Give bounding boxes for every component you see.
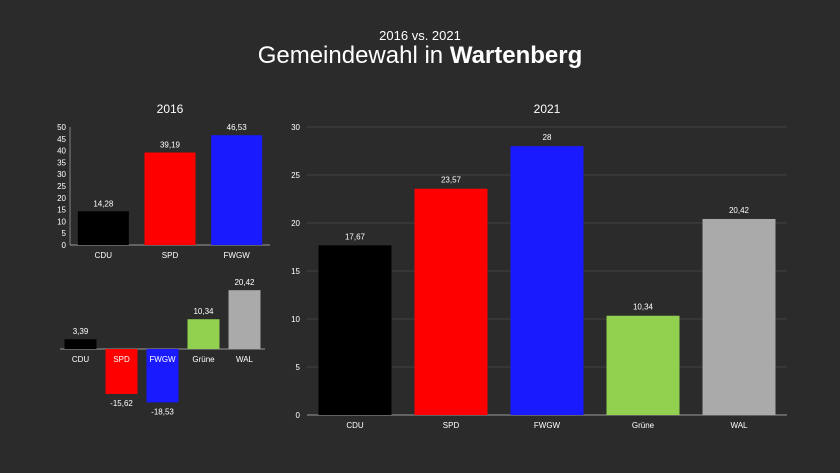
chart1-category-label: CDU [95,251,113,260]
chart3-data-label: 20,42 [729,206,750,215]
chart1-bar-fwgw [211,135,263,245]
chart1-category-label: FWGW [224,251,251,260]
title-prefix: Gemeindewahl in [257,42,450,69]
chart2-data-label: 10,34 [193,307,214,316]
chart2-category-label: FWGW [149,355,176,364]
chart3-data-label: 10,34 [633,303,654,312]
chart3-y-tick-label: 30 [291,123,300,132]
chart2-category-label: WAL [236,355,254,364]
chart3-bar-spd [414,188,488,415]
chart3-bar-cdu [318,245,392,415]
chart1-y-tick-label: 35 [57,158,66,167]
chart2-category-label: Grüne [192,355,215,364]
chart3-title: 2021 [534,102,561,116]
chart3-y-tick-label: 5 [296,363,301,372]
chart3-data-label: 28 [543,133,552,142]
chart1-y-tick-label: 30 [57,170,66,179]
chart2-category-label: CDU [72,355,90,364]
chart3-y-tick-label: 0 [296,411,301,420]
chart1-y-tick-label: 20 [57,194,66,203]
chart3-y-tick-label: 25 [291,171,300,180]
chart3-bar-fwgw [510,146,584,415]
chart2-bar-wal [228,290,261,349]
chart2-bar-fwgw [146,349,179,403]
chart1-y-tick-label: 5 [62,229,67,238]
chart1-y-tick-label: 45 [57,135,66,144]
chart1-data-label: 39,19 [160,141,181,150]
chart3-y-tick-label: 20 [291,219,300,228]
chart1-category-label: SPD [162,251,179,260]
chart1-data-label: 46,53 [227,123,248,132]
page-title: Gemeindewahl in Wartenberg [0,42,840,70]
chart3-category-label: Grüne [632,421,655,430]
chart3-bar-wal [702,218,776,415]
chart1-y-tick-label: 0 [62,241,67,250]
chart1-bar-cdu [77,211,129,245]
chart2-category-label: SPD [113,355,130,364]
chart1-data-label: 14,28 [93,199,114,208]
chart1-title: 2016 [157,102,184,116]
chart1-bar-spd [144,152,196,245]
chart2-data-label: -18,53 [151,407,174,416]
chart2-bar-cdu [64,339,97,349]
chart3-data-label: 17,67 [345,232,366,241]
chart3-y-tick-label: 10 [291,315,300,324]
chart2-bar-grüne [187,319,220,349]
chart2-data-label: 20,42 [234,278,255,287]
title-bold: Wartenberg [449,42,583,69]
chart2-bar-spd [105,349,138,394]
chart3-bar-grüne [606,315,680,415]
chart1-y-tick-label: 40 [57,147,66,156]
chart3-y-tick-label: 15 [291,267,300,276]
chart1-y-tick-label: 15 [57,206,66,215]
chart3-category-label: WAL [730,421,748,430]
chart3-category-label: SPD [443,421,460,430]
page-subtitle: 2016 vs. 2021 [379,28,461,43]
chart3-category-label: FWGW [534,421,561,430]
chart3-category-label: CDU [346,421,364,430]
chart1-y-tick-label: 50 [57,123,66,132]
chart3-data-label: 23,57 [441,176,462,185]
chart1-y-tick-label: 10 [57,217,66,226]
chart2-data-label: 3,39 [73,327,89,336]
chart2-data-label: -15,62 [110,399,133,408]
chart1-y-tick-label: 25 [57,182,66,191]
